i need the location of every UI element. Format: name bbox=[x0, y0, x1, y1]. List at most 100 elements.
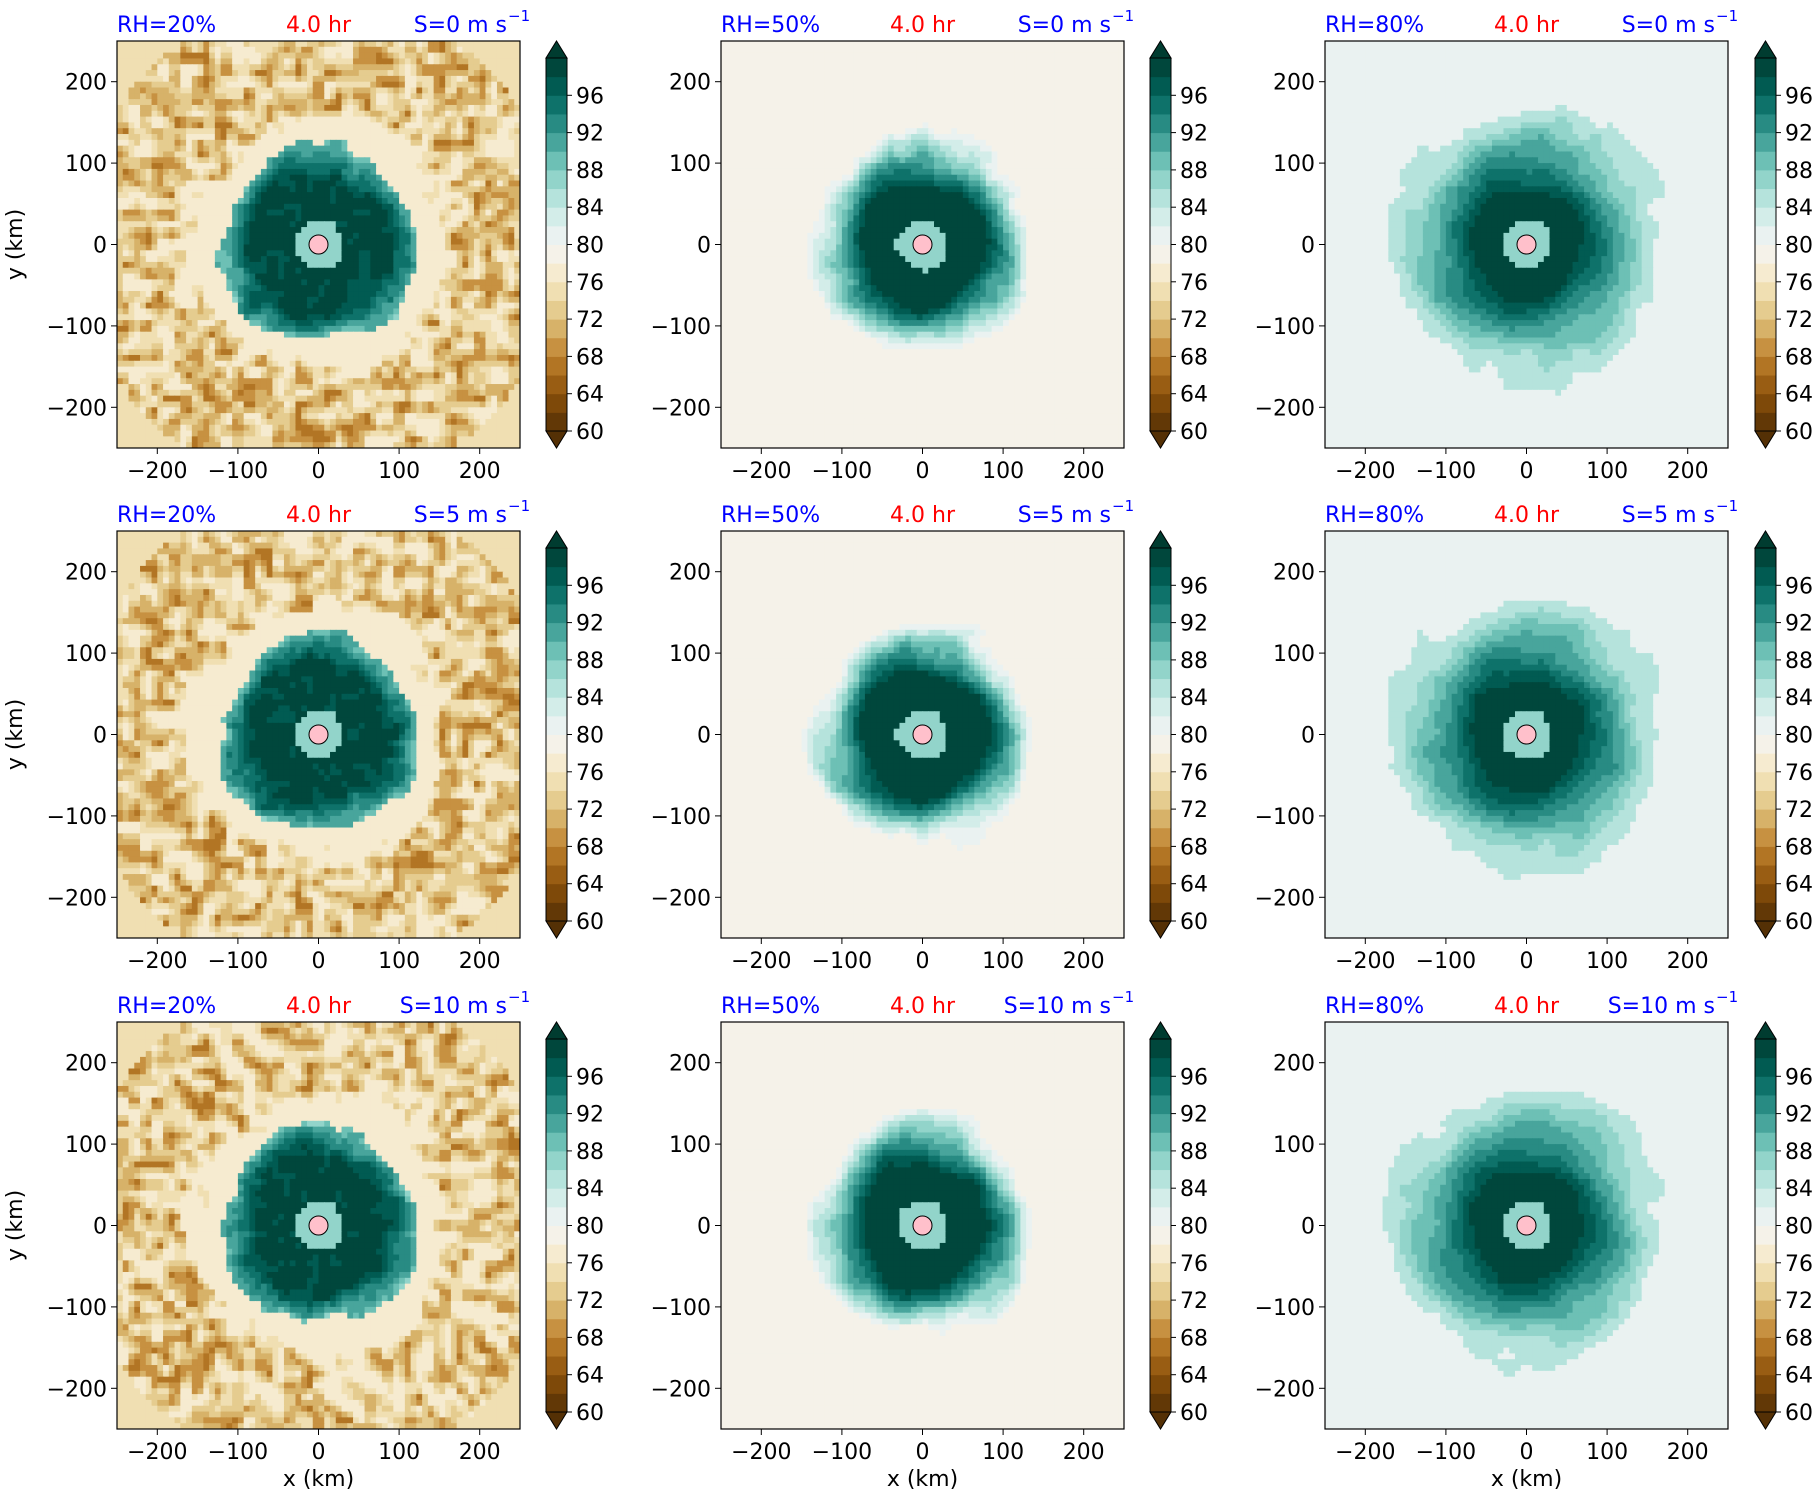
colorbar-level bbox=[1150, 678, 1171, 698]
rh-label: RH=20% bbox=[117, 503, 216, 528]
colorbar-extend-max bbox=[545, 1021, 568, 1040]
y-tick-label: −200 bbox=[1255, 1377, 1315, 1402]
y-tick-label: 0 bbox=[93, 1215, 107, 1240]
x-axis-label: x (km) bbox=[887, 1467, 958, 1492]
time-label: 4.0 hr bbox=[1494, 994, 1560, 1019]
x-tick-label: −200 bbox=[1335, 949, 1395, 974]
colorbar-level bbox=[1150, 734, 1171, 754]
x-tick-label: 100 bbox=[1586, 1440, 1628, 1465]
colorbar-level bbox=[1755, 1393, 1776, 1413]
x-tick-label: −100 bbox=[1416, 459, 1476, 484]
y-axis-label: y (km) bbox=[3, 699, 28, 770]
y-tick-label: 100 bbox=[669, 152, 711, 177]
colorbar-level bbox=[1150, 846, 1171, 866]
colorbar-level bbox=[1755, 1039, 1776, 1059]
colorbar-level bbox=[1755, 809, 1776, 829]
colorbar-tick-label: 64 bbox=[576, 873, 604, 898]
colorbar-tick-label: 96 bbox=[576, 1065, 604, 1090]
colorbar-tick-label: 68 bbox=[1785, 1326, 1813, 1351]
x-tick-label: 200 bbox=[459, 949, 501, 974]
x-tick-label: 0 bbox=[916, 1440, 930, 1465]
colorbar-level bbox=[546, 1150, 567, 1171]
colorbar-level bbox=[1755, 1281, 1776, 1301]
colorbar-level bbox=[546, 300, 567, 320]
center-marker bbox=[1516, 234, 1537, 255]
x-tick-label: 100 bbox=[1586, 949, 1628, 974]
y-tick-label: −100 bbox=[47, 1296, 107, 1321]
x-tick-label: −100 bbox=[812, 1440, 872, 1465]
colorbar-tick-label: 80 bbox=[1785, 1215, 1813, 1240]
colorbar-level bbox=[546, 566, 567, 586]
panel: −200 −100 0 100 200 −200 −100 0 100 200 RH=80% 4.0 … bbox=[1255, 988, 1813, 1492]
y-tick-label: 200 bbox=[669, 1052, 711, 1077]
colorbar-level bbox=[546, 412, 567, 432]
y-tick-label: 0 bbox=[697, 724, 711, 749]
y-tick-label: −100 bbox=[1255, 805, 1315, 830]
colorbar-level bbox=[546, 263, 567, 283]
colorbar-tick-label: 72 bbox=[576, 1289, 604, 1314]
colorbar-level bbox=[1150, 1374, 1171, 1394]
x-tick-label: −200 bbox=[1335, 459, 1395, 484]
colorbar-level bbox=[1755, 95, 1776, 115]
colorbar-level bbox=[546, 548, 567, 568]
colorbar-level bbox=[1150, 300, 1171, 320]
colorbar-level bbox=[1150, 1169, 1171, 1189]
colorbar-tick-label: 76 bbox=[576, 761, 604, 786]
colorbar-level bbox=[1755, 603, 1776, 624]
colorbar-level bbox=[546, 356, 567, 376]
colorbar-level bbox=[546, 58, 567, 78]
colorbar-tick-label: 88 bbox=[1785, 159, 1813, 184]
colorbar: 60 64 68 72 76 80 84 88 92 96 bbox=[1754, 40, 1813, 449]
colorbar-level bbox=[546, 1225, 567, 1245]
y-tick-label: −100 bbox=[651, 805, 711, 830]
colorbar-tick-label: 68 bbox=[576, 835, 604, 860]
x-tick-label: 200 bbox=[1063, 949, 1105, 974]
colorbar-level bbox=[1150, 337, 1171, 357]
colorbar-level bbox=[1755, 393, 1776, 413]
rh-label: RH=20% bbox=[117, 994, 216, 1019]
colorbar-tick-label: 72 bbox=[576, 308, 604, 333]
colorbar-tick-label: 60 bbox=[1785, 1401, 1813, 1426]
colorbar-level bbox=[1755, 1318, 1776, 1338]
colorbar-level bbox=[1755, 715, 1776, 735]
colorbar-level bbox=[546, 207, 567, 227]
center-marker bbox=[912, 1215, 933, 1236]
y-tick-label: 100 bbox=[669, 642, 711, 667]
colorbar-tick-label: 88 bbox=[576, 159, 604, 184]
x-tick-label: 100 bbox=[378, 949, 420, 974]
colorbar-level bbox=[546, 603, 567, 624]
y-axis-label: y (km) bbox=[3, 1190, 28, 1261]
x-tick-label: 200 bbox=[459, 1440, 501, 1465]
colorbar-level bbox=[546, 678, 567, 698]
colorbar-tick-label: 60 bbox=[576, 1401, 604, 1426]
shear-label: S=0 m s bbox=[1018, 13, 1111, 38]
colorbar-tick-label: 84 bbox=[1180, 196, 1208, 221]
colorbar-level bbox=[1755, 1374, 1776, 1394]
panel: −200 −100 0 100 200 −200 −100 0 100 200 RH=20% 4.0 … bbox=[3, 7, 604, 484]
y-tick-label: −200 bbox=[651, 396, 711, 421]
colorbar-level bbox=[546, 1188, 567, 1208]
colorbar-tick-label: 68 bbox=[1180, 345, 1208, 370]
colorbar-level bbox=[1150, 1113, 1171, 1133]
colorbar: 60 64 68 72 76 80 84 88 92 96 bbox=[1754, 530, 1813, 939]
colorbar-level bbox=[1150, 1150, 1171, 1171]
colorbar-tick-label: 84 bbox=[576, 196, 604, 221]
shear-label: S=0 m s bbox=[414, 13, 507, 38]
colorbar-tick-label: 76 bbox=[1180, 761, 1208, 786]
colorbar-tick-label: 92 bbox=[576, 1103, 604, 1128]
colorbar-level bbox=[546, 1076, 567, 1096]
panel: −200 −100 0 100 200 −200 −100 0 100 200 RH=50% 4.0 … bbox=[651, 497, 1208, 974]
colorbar-level bbox=[1755, 902, 1776, 922]
colorbar-level bbox=[1150, 827, 1171, 847]
colorbar-level bbox=[1755, 1169, 1776, 1189]
colorbar-tick-label: 96 bbox=[576, 574, 604, 599]
colorbar-tick-label: 92 bbox=[1180, 1103, 1208, 1128]
colorbar-level bbox=[1755, 846, 1776, 866]
rh-label: RH=50% bbox=[721, 13, 820, 38]
center-marker bbox=[308, 234, 329, 255]
colorbar-tick-label: 60 bbox=[576, 420, 604, 445]
colorbar-tick-label: 96 bbox=[1180, 574, 1208, 599]
colorbar-tick-label: 92 bbox=[576, 122, 604, 147]
colorbar-tick-label: 92 bbox=[1785, 1103, 1813, 1128]
colorbar-level bbox=[546, 1206, 567, 1226]
